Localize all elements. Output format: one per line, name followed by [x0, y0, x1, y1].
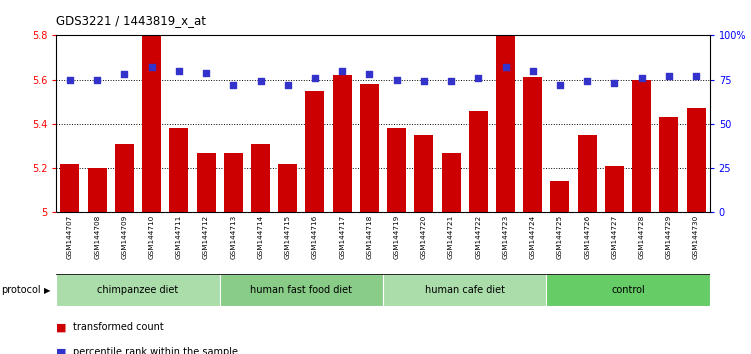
Point: [554, 82, 566, 88]
Bar: [88, 168, 107, 212]
Bar: [523, 78, 542, 212]
Bar: [686, 108, 706, 212]
Point: [173, 68, 185, 74]
Bar: [224, 153, 243, 212]
Text: GSM144711: GSM144711: [176, 214, 182, 258]
Text: GSM144709: GSM144709: [122, 214, 128, 258]
Text: GSM144721: GSM144721: [448, 214, 454, 258]
Text: GSM144718: GSM144718: [366, 214, 372, 258]
Bar: [142, 35, 161, 212]
Point: [363, 72, 376, 77]
Point: [445, 79, 457, 84]
Text: GSM144723: GSM144723: [502, 214, 508, 258]
Point: [119, 72, 131, 77]
Text: GSM144724: GSM144724: [529, 214, 535, 258]
Bar: [251, 144, 270, 212]
Bar: [115, 144, 134, 212]
Point: [282, 82, 294, 88]
Text: GSM144729: GSM144729: [666, 214, 672, 258]
Point: [499, 64, 511, 70]
Point: [690, 73, 702, 79]
Point: [526, 68, 538, 74]
Point: [608, 80, 620, 86]
Text: GSM144710: GSM144710: [149, 214, 155, 258]
Text: ▶: ▶: [44, 286, 50, 295]
Point: [391, 77, 403, 82]
Bar: [169, 128, 189, 212]
Bar: [415, 135, 433, 212]
Point: [472, 75, 484, 81]
Text: GSM144717: GSM144717: [339, 214, 345, 258]
Text: GSM144725: GSM144725: [557, 214, 563, 258]
Text: ■: ■: [56, 322, 67, 332]
Point: [635, 75, 647, 81]
Bar: [360, 84, 379, 212]
Point: [64, 77, 76, 82]
Text: percentile rank within the sample: percentile rank within the sample: [73, 347, 238, 354]
Bar: [442, 153, 460, 212]
Bar: [605, 166, 624, 212]
Text: GSM144707: GSM144707: [67, 214, 73, 258]
Bar: [197, 153, 216, 212]
Bar: [387, 128, 406, 212]
Text: GSM144720: GSM144720: [421, 214, 427, 258]
Text: GSM144719: GSM144719: [394, 214, 400, 258]
Text: control: control: [611, 285, 645, 295]
Text: GSM144730: GSM144730: [693, 214, 699, 258]
Text: GSM144722: GSM144722: [475, 214, 481, 258]
Point: [146, 64, 158, 70]
Text: GDS3221 / 1443819_x_at: GDS3221 / 1443819_x_at: [56, 14, 207, 27]
Point: [336, 68, 348, 74]
Bar: [496, 35, 515, 212]
Text: human fast food diet: human fast food diet: [250, 285, 352, 295]
Bar: [469, 110, 488, 212]
Bar: [659, 117, 678, 212]
Text: GSM144728: GSM144728: [638, 214, 644, 258]
Text: GSM144713: GSM144713: [231, 214, 237, 258]
Bar: [632, 80, 651, 212]
Text: protocol: protocol: [1, 285, 41, 295]
Point: [91, 77, 103, 82]
Text: GSM144708: GSM144708: [94, 214, 100, 258]
Text: human cafe diet: human cafe diet: [424, 285, 505, 295]
Bar: [383, 274, 547, 306]
Text: GSM144714: GSM144714: [258, 214, 264, 258]
Point: [200, 70, 212, 75]
Bar: [60, 164, 80, 212]
Bar: [219, 274, 383, 306]
Bar: [306, 91, 324, 212]
Bar: [333, 75, 351, 212]
Text: transformed count: transformed count: [73, 322, 164, 332]
Text: chimpanzee diet: chimpanzee diet: [98, 285, 179, 295]
Bar: [550, 181, 569, 212]
Bar: [56, 274, 219, 306]
Text: GSM144712: GSM144712: [203, 214, 209, 258]
Point: [663, 73, 675, 79]
Text: ■: ■: [56, 347, 67, 354]
Text: GSM144716: GSM144716: [312, 214, 318, 258]
Text: GSM144727: GSM144727: [611, 214, 617, 258]
Point: [581, 79, 593, 84]
Point: [418, 79, 430, 84]
Bar: [547, 274, 710, 306]
Bar: [278, 164, 297, 212]
Point: [255, 79, 267, 84]
Point: [228, 82, 240, 88]
Bar: [578, 135, 597, 212]
Point: [309, 75, 321, 81]
Text: GSM144726: GSM144726: [584, 214, 590, 258]
Text: GSM144715: GSM144715: [285, 214, 291, 258]
